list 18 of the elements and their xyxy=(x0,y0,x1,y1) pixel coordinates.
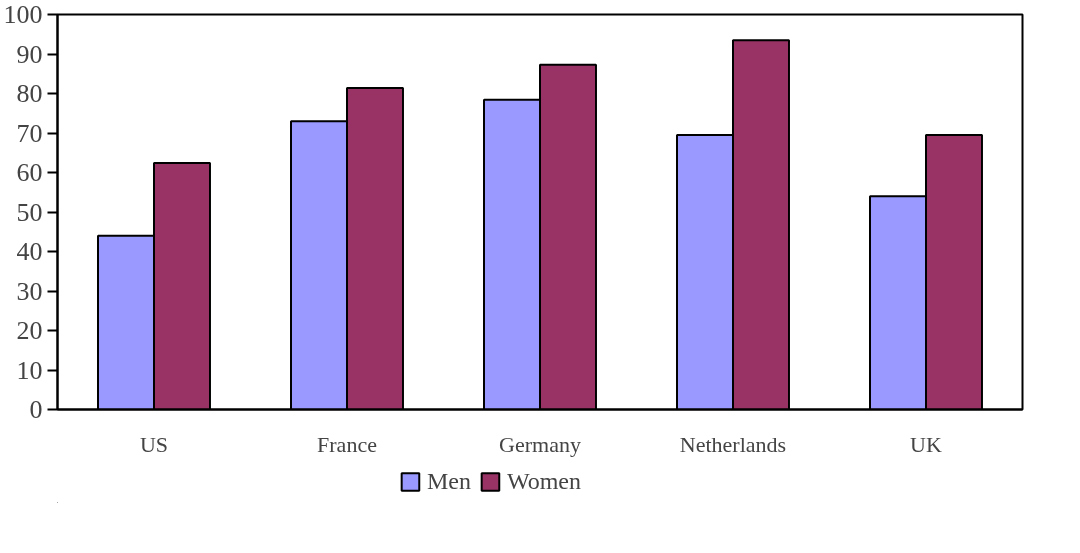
y-tick-label: 90 xyxy=(16,39,43,69)
x-tick-label: Netherlands xyxy=(679,431,787,457)
legend-label: Men xyxy=(426,467,471,495)
y-tick-label: 10 xyxy=(16,355,43,385)
x-tick-label: UK xyxy=(910,431,942,457)
y-tick-label: 50 xyxy=(16,197,43,227)
x-tick-label: Germany xyxy=(499,431,581,457)
x-tick-label: US xyxy=(139,431,169,457)
y-tick-label: 40 xyxy=(16,237,43,266)
y-tick-label: 80 xyxy=(16,79,43,108)
legend-label: Women xyxy=(506,467,582,495)
y-tick-label: 100 xyxy=(3,0,43,29)
y-tick-label: 30 xyxy=(16,276,43,306)
y-tick-label: 0 xyxy=(29,395,43,424)
y-tick-label: 70 xyxy=(16,118,43,148)
x-tick-label: France xyxy=(317,431,377,457)
y-tick-label: 20 xyxy=(16,316,43,345)
y-tick-label: 60 xyxy=(16,158,43,187)
